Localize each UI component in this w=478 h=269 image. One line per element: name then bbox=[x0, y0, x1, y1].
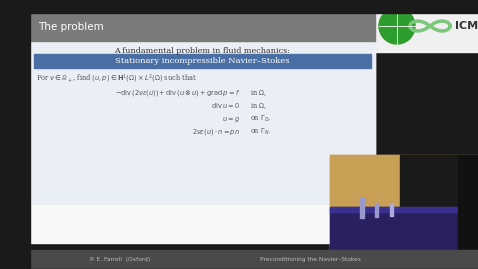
Text: in $\Omega$,: in $\Omega$, bbox=[250, 88, 267, 98]
Bar bbox=[34, 54, 371, 68]
Text: $u = g$: $u = g$ bbox=[222, 115, 240, 123]
Bar bbox=[458, 155, 478, 250]
Text: Preconditioning the Navier–Stokes: Preconditioning the Navier–Stokes bbox=[260, 257, 360, 262]
Bar bbox=[0, 0, 30, 269]
Bar bbox=[0, 250, 478, 269]
Bar bbox=[390, 204, 393, 216]
Bar bbox=[0, 0, 478, 13]
Text: P. E. Farrell  (Oxford): P. E. Farrell (Oxford) bbox=[90, 257, 150, 262]
Text: on $\Gamma_N$.: on $\Gamma_N$. bbox=[250, 127, 272, 137]
Text: $\mathrm{div}\,u = 0$: $\mathrm{div}\,u = 0$ bbox=[211, 101, 240, 111]
Text: in $\Omega$,: in $\Omega$, bbox=[250, 101, 267, 111]
Bar bbox=[30, 41, 375, 204]
Bar bbox=[375, 0, 478, 52]
Text: $2\nu\varepsilon(u)\cdot n = pn$: $2\nu\varepsilon(u)\cdot n = pn$ bbox=[192, 127, 240, 137]
Bar bbox=[30, 13, 375, 41]
Bar bbox=[375, 203, 378, 217]
Text: A fundamental problem in fluid mechanics:: A fundamental problem in fluid mechanics… bbox=[115, 47, 291, 55]
Bar bbox=[330, 207, 478, 212]
Text: on $\Gamma_D$,: on $\Gamma_D$, bbox=[250, 114, 272, 124]
Text: The problem: The problem bbox=[38, 22, 104, 32]
Bar bbox=[330, 155, 400, 250]
Text: For $\nu \in \mathbb{R}_+$, find $(u, p) \in \mathbf{H}^1(\Omega) \times L^2(\Om: For $\nu \in \mathbb{R}_+$, find $(u, p)… bbox=[36, 73, 197, 85]
Circle shape bbox=[379, 8, 415, 44]
Bar bbox=[30, 13, 375, 243]
Bar bbox=[360, 198, 364, 218]
Text: Stationary incompressible Navier–Stokes: Stationary incompressible Navier–Stokes bbox=[115, 57, 290, 65]
Bar bbox=[330, 155, 478, 250]
Bar bbox=[400, 155, 478, 212]
Bar bbox=[330, 207, 478, 250]
Text: ICMS: ICMS bbox=[455, 21, 478, 31]
Text: $-\mathrm{div}\,(2\nu\varepsilon(u)) + \mathrm{div}\,(u \otimes u) + \mathrm{gra: $-\mathrm{div}\,(2\nu\varepsilon(u)) + \… bbox=[115, 88, 240, 98]
